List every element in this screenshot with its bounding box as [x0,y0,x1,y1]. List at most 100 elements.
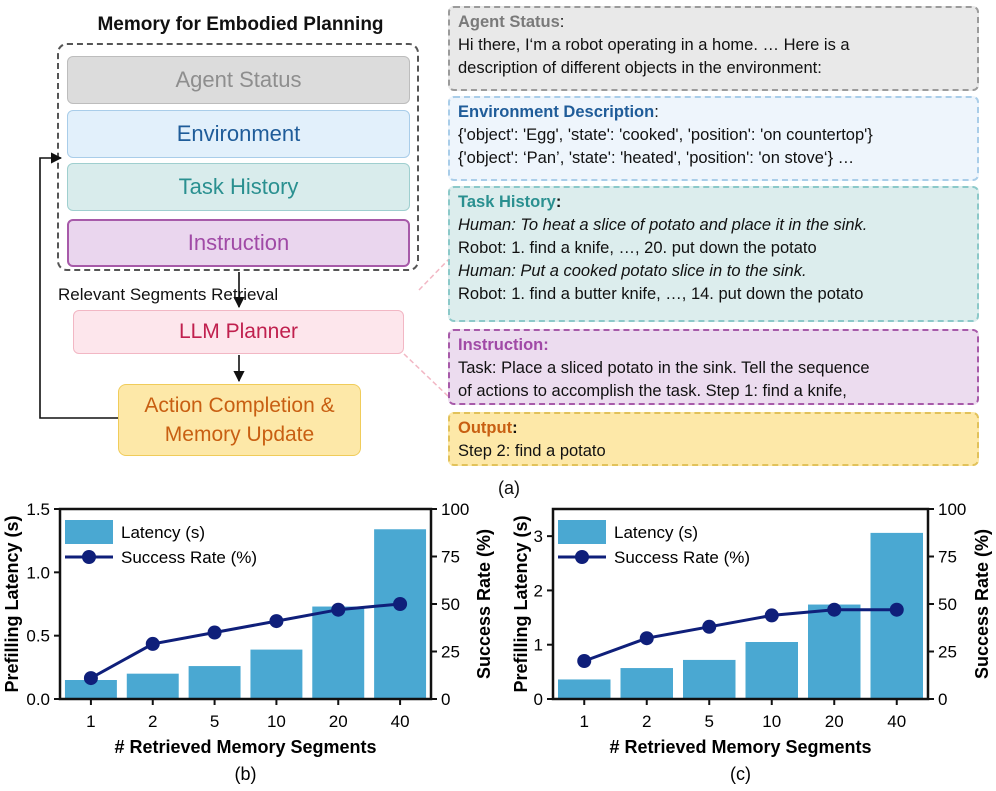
x-tick-label: 5 [705,712,714,731]
bar [188,666,241,699]
success-rate-point [269,614,284,629]
chart-caption: (c) [730,764,751,784]
y2-tick-label: 75 [938,548,957,567]
y-tick-label: 1.5 [26,500,50,519]
panel-env-heading: Environment Description [458,103,655,121]
legend-line-label: Success Rate (%) [121,548,257,567]
y-axis-label: Prefilling Latency (s) [2,515,22,692]
x-tick-label: 10 [762,712,781,731]
legend-bar-label: Latency (s) [614,523,698,542]
bar [64,680,117,699]
memory-environment: Environment [67,110,410,158]
y2-tick-label: 50 [441,595,460,614]
x-tick-label: 2 [642,712,651,731]
success-rate-point [889,602,904,617]
bar [808,604,861,699]
retrieval-label: Relevant Segments Retrieval [58,285,279,304]
panel-instr-line2: of actions to accomplish the task. Step … [458,382,847,401]
x-tick-label: 2 [148,712,157,731]
panel-agent-heading: Agent Status [458,13,560,31]
panel-env-colon: : [654,103,659,121]
y-tick-label: 0 [534,690,543,709]
y2-tick-label: 50 [938,595,957,614]
memory-task-history: Task History [67,163,410,211]
action-line-1: Action Completion & [144,393,335,417]
y-tick-label: 1 [534,636,543,655]
bar [126,673,179,699]
x-tick-label: 10 [267,712,286,731]
y2-tick-label: 75 [441,548,460,567]
bar [558,679,611,699]
y-tick-label: 2 [534,581,543,600]
y-tick-label: 0.5 [26,627,50,646]
x-tick-label: 1 [86,712,95,731]
legend-line-marker [82,550,96,564]
legend-line-marker [575,550,589,564]
feedback-arrow [39,152,118,419]
x-tick-label: 20 [329,712,348,731]
y-tick-label: 3 [534,527,543,546]
x-tick-label: 20 [825,712,844,731]
x-axis-label: # Retrieved Memory Segments [114,737,376,757]
panel-out-line1: Step 2: find a potato [458,442,606,461]
zoom-line-top [418,257,451,291]
success-rate-line [583,608,897,663]
legend-bar-label: Latency (s) [121,523,205,542]
action-line-2: Memory Update [164,423,315,446]
panel-env-line2: {'object': ‘Pan’, 'state': 'heated', 'po… [458,149,855,168]
bar [745,642,798,699]
success-rate-point [393,597,408,611]
bar [312,606,365,699]
panel-environment: Environment Description: {'object': 'Egg… [448,96,979,181]
success-rate-point [639,631,654,646]
panel-out-heading: Output [458,419,513,437]
success-rate-point [702,619,717,634]
chart-caption: (b) [235,764,257,784]
success-rate-point [83,671,98,686]
panel-task-line3: Human: Put a cooked potato slice in to t… [458,262,807,281]
x-tick-label: 40 [887,712,906,731]
panel-task-line2: Robot: 1. find a knife, …, 20. put down … [458,239,817,258]
diagram-title: Memory for Embodied Planning [97,14,384,35]
memory-agent-status: Agent Status [67,56,410,104]
bar [374,529,427,699]
zoom-line-bottom [403,353,451,399]
panel-agent-line1: Hi there, I‘m a robot operating in a hom… [458,36,850,55]
panel-task-history: Task History: Human: To heat a slice of … [448,186,979,322]
legend-bar-swatch [558,520,606,544]
y2-axis-label: Success Rate (%) [972,529,992,679]
success-rate-line [90,602,401,680]
success-rate-point [577,654,592,668]
llm-planner-box: LLM Planner [73,310,404,354]
panel-instr-line1: Task: Place a sliced potato in the sink.… [458,359,870,378]
panel-task-line1: Human: To heat a slice of potato and pla… [458,216,868,235]
y2-tick-label: 0 [441,690,450,709]
y2-tick-label: 25 [441,643,460,662]
panel-env-line1: {'object': 'Egg', 'state': 'cooked', 'po… [458,126,873,145]
panel-task-colon: : [555,193,562,211]
caption-a: (a) [498,478,520,498]
y2-tick-label: 100 [441,500,469,519]
bar [620,668,673,699]
panel-agent-colon: : [559,13,565,31]
y-axis-label: Prefilling Latency (s) [511,515,531,692]
y2-tick-label: 25 [938,643,957,662]
x-tick-label: 5 [210,712,219,731]
x-axis-label: # Retrieved Memory Segments [609,737,871,757]
panel-out-colon: : [512,419,518,437]
panel-output: Output: Step 2: find a potato [448,412,979,466]
panel-task-line4: Robot: 1. find a butter knife, …, 14. pu… [458,285,864,304]
legend-bar-swatch [65,520,113,544]
success-rate-point [207,625,222,640]
y-tick-label: 1.0 [26,563,50,582]
y2-axis-label: Success Rate (%) [474,529,494,679]
y2-tick-label: 0 [938,690,947,709]
memory-instruction: Instruction [67,219,410,267]
legend-line-label: Success Rate (%) [614,548,750,567]
x-tick-label: 1 [580,712,589,731]
y2-tick-label: 100 [938,500,966,519]
success-rate-point [827,602,842,617]
bar [683,659,736,699]
